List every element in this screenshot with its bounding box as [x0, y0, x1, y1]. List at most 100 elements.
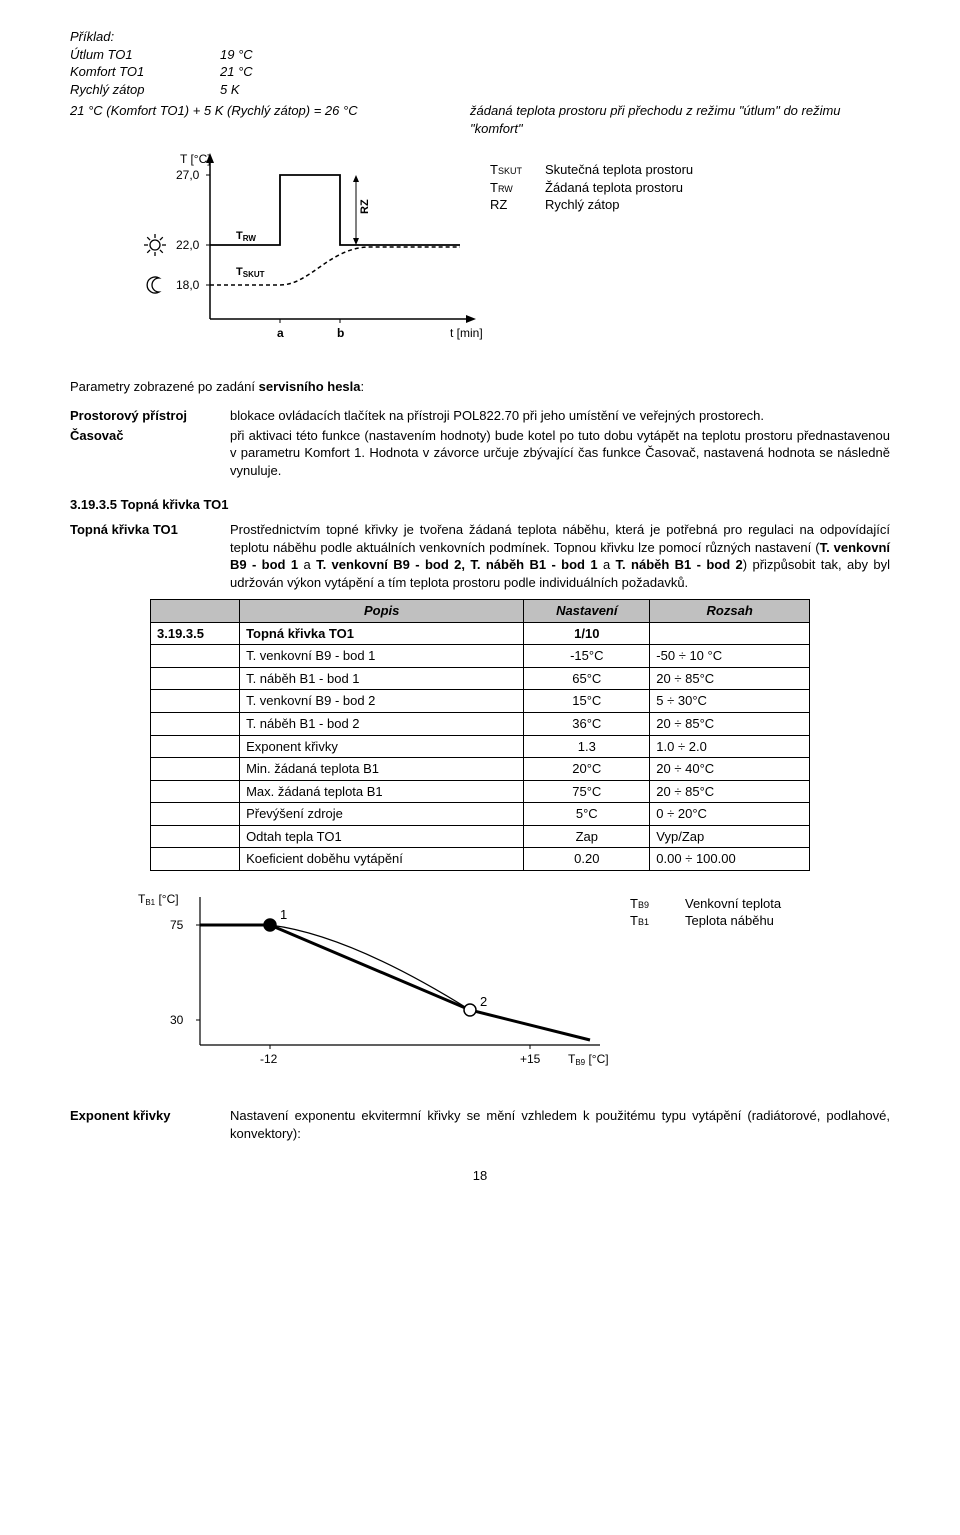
- table-row: Převýšení zdroje5°C0 ÷ 20°C: [151, 803, 810, 826]
- cell-nastaveni: 5°C: [524, 803, 650, 826]
- legend1-row-2: TRW Žádaná teplota prostoru: [490, 179, 890, 197]
- table-row: T. náběh B1 - bod 165°C20 ÷ 85°C: [151, 667, 810, 690]
- service-def-1: blokace ovládacích tlačítek na přístroji…: [230, 407, 890, 425]
- cell-popis: Koeficient doběhu vytápění: [240, 848, 524, 871]
- table-header-row: Popis Nastavení Rozsah: [151, 600, 810, 623]
- cell-nastaveni: 36°C: [524, 713, 650, 736]
- cell-id: [151, 758, 240, 781]
- svg-text:t [min]: t [min]: [450, 326, 483, 340]
- svg-text:75: 75: [170, 918, 184, 932]
- page-number: 18: [70, 1167, 890, 1185]
- ex-lab-1: Útlum TO1: [70, 46, 220, 64]
- cell-nastaveni: 15°C: [524, 690, 650, 713]
- ex-val-2: 21 °C: [220, 63, 253, 81]
- svg-text:18,0: 18,0: [176, 278, 200, 292]
- svg-text:TB1 [°C]: TB1 [°C]: [138, 892, 179, 907]
- legend1-desc-1: Skutečná teplota prostoru: [545, 161, 693, 179]
- legend2-desc-2: Teplota náběhu: [685, 912, 774, 930]
- cell-nastaveni: 65°C: [524, 667, 650, 690]
- cell-rozsah: 5 ÷ 30°C: [650, 690, 810, 713]
- th-3: Rozsah: [650, 600, 810, 623]
- svg-text:1: 1: [280, 907, 287, 922]
- svg-text:+15: +15: [520, 1052, 541, 1066]
- cell-nastaveni: 1.3: [524, 735, 650, 758]
- legend2-sym-2: TB1: [630, 912, 685, 930]
- table-row: T. náběh B1 - bod 236°C20 ÷ 85°C: [151, 713, 810, 736]
- section-def: Prostřednictvím topné křivky je tvořena …: [230, 521, 890, 591]
- svg-text:RZ: RZ: [359, 199, 371, 214]
- legend1: TSKUT Skutečná teplota prostoru TRW Žáda…: [490, 137, 890, 364]
- service-intro-bold: servisního hesla: [259, 379, 361, 394]
- legend2-row-2: TB1 Teplota náběhu: [630, 912, 890, 930]
- svg-text:30: 30: [170, 1013, 184, 1027]
- svg-text:b: b: [337, 326, 344, 340]
- cell-rozsah: 0.00 ÷ 100.00: [650, 848, 810, 871]
- svg-text:a: a: [277, 326, 284, 340]
- svg-text:TSKUT: TSKUT: [236, 266, 265, 279]
- svg-text:TRW: TRW: [236, 230, 256, 243]
- svg-text:-12: -12: [260, 1052, 278, 1066]
- service-intro: Parametry zobrazené po zadání servisního…: [70, 378, 890, 396]
- exponent-row: Exponent křivky Nastavení exponentu ekvi…: [70, 1107, 890, 1142]
- th-1: Popis: [240, 600, 524, 623]
- legend2-row-1: TB9 Venkovní teplota: [630, 895, 890, 913]
- cell-id: [151, 713, 240, 736]
- cell-id: [151, 848, 240, 871]
- cell-popis: Max. žádaná teplota B1: [240, 780, 524, 803]
- example-line-2: Komfort TO1 21 °C: [70, 63, 890, 81]
- legend1-sym-3: RZ: [490, 196, 545, 214]
- cell-rozsah: 20 ÷ 85°C: [650, 713, 810, 736]
- example-line-3: Rychlý zátop 5 K: [70, 81, 890, 99]
- example-heading: Příklad:: [70, 28, 890, 46]
- result-rhs: žádaná teplota prostoru při přechodu z r…: [470, 102, 890, 137]
- chart2-row: TB1 [°C]7530-12+15TB9 [°C]12 TB9 Venkovn…: [70, 871, 890, 1098]
- table-row: Exponent křivky1.31.0 ÷ 2.0: [151, 735, 810, 758]
- ex-val-3: 5 K: [220, 81, 240, 99]
- svg-text:27,0: 27,0: [176, 168, 200, 182]
- service-row-2: Časovač při aktivaci této funkce (nastav…: [70, 427, 890, 480]
- sd-1: Prostřednictvím topné křivky je tvořena …: [230, 522, 890, 555]
- cell-popis: Min. žádaná teplota B1: [240, 758, 524, 781]
- cell-id: [151, 780, 240, 803]
- sect-set: 1/10: [524, 622, 650, 645]
- sd-m2: a: [598, 557, 616, 572]
- example-line-1: Útlum TO1 19 °C: [70, 46, 890, 64]
- table-row: Koeficient doběhu vytápění0.200.00 ÷ 100…: [151, 848, 810, 871]
- legend1-desc-2: Žádaná teplota prostoru: [545, 179, 683, 197]
- cell-rozsah: -50 ÷ 10 °C: [650, 645, 810, 668]
- cell-nastaveni: Zap: [524, 825, 650, 848]
- cell-nastaveni: 20°C: [524, 758, 650, 781]
- cell-id: [151, 825, 240, 848]
- sd-b3: T. náběh B1 - bod 2: [616, 557, 743, 572]
- cell-rozsah: 20 ÷ 85°C: [650, 667, 810, 690]
- cell-rozsah: 20 ÷ 40°C: [650, 758, 810, 781]
- cell-rozsah: 20 ÷ 85°C: [650, 780, 810, 803]
- svg-text:T [°C]: T [°C]: [180, 152, 211, 166]
- cell-rozsah: 0 ÷ 20°C: [650, 803, 810, 826]
- service-def-2: při aktivaci této funkce (nastavením hod…: [230, 427, 890, 480]
- svg-text:22,0: 22,0: [176, 238, 200, 252]
- sect-name: Topná křivka TO1: [240, 622, 524, 645]
- cell-popis: Exponent křivky: [240, 735, 524, 758]
- cell-popis: Odtah tepla TO1: [240, 825, 524, 848]
- legend1-sym-1: TSKUT: [490, 161, 545, 179]
- sd-m1: a: [298, 557, 316, 572]
- cell-id: [151, 803, 240, 826]
- legend1-row-3: RZ Rychlý zátop: [490, 196, 890, 214]
- service-term-2: Časovač: [70, 427, 230, 445]
- th-2: Nastavení: [524, 600, 650, 623]
- sect-id: 3.19.3.5: [151, 622, 240, 645]
- section-term: Topná křivka TO1: [70, 521, 230, 539]
- service-intro-pre: Parametry zobrazené po zadání: [70, 379, 259, 394]
- table-row: Min. žádaná teplota B120°C20 ÷ 40°C: [151, 758, 810, 781]
- cell-id: [151, 667, 240, 690]
- table-row: Max. žádaná teplota B175°C20 ÷ 85°C: [151, 780, 810, 803]
- th-0: [151, 600, 240, 623]
- legend1-row-1: TSKUT Skutečná teplota prostoru: [490, 161, 890, 179]
- service-term-1: Prostorový přístroj: [70, 407, 230, 425]
- cell-id: [151, 645, 240, 668]
- exponent-def: Nastavení exponentu ekvitermní křivky se…: [230, 1107, 890, 1142]
- chart1-svg: T [°C] 27,0 22,0 18,0 t [min] a b TRW TSKUT RZ: [130, 149, 490, 349]
- chart2-svg: TB1 [°C]7530-12+15TB9 [°C]12: [130, 885, 630, 1085]
- section-title: 3.19.3.5 Topná křivka TO1: [70, 496, 890, 514]
